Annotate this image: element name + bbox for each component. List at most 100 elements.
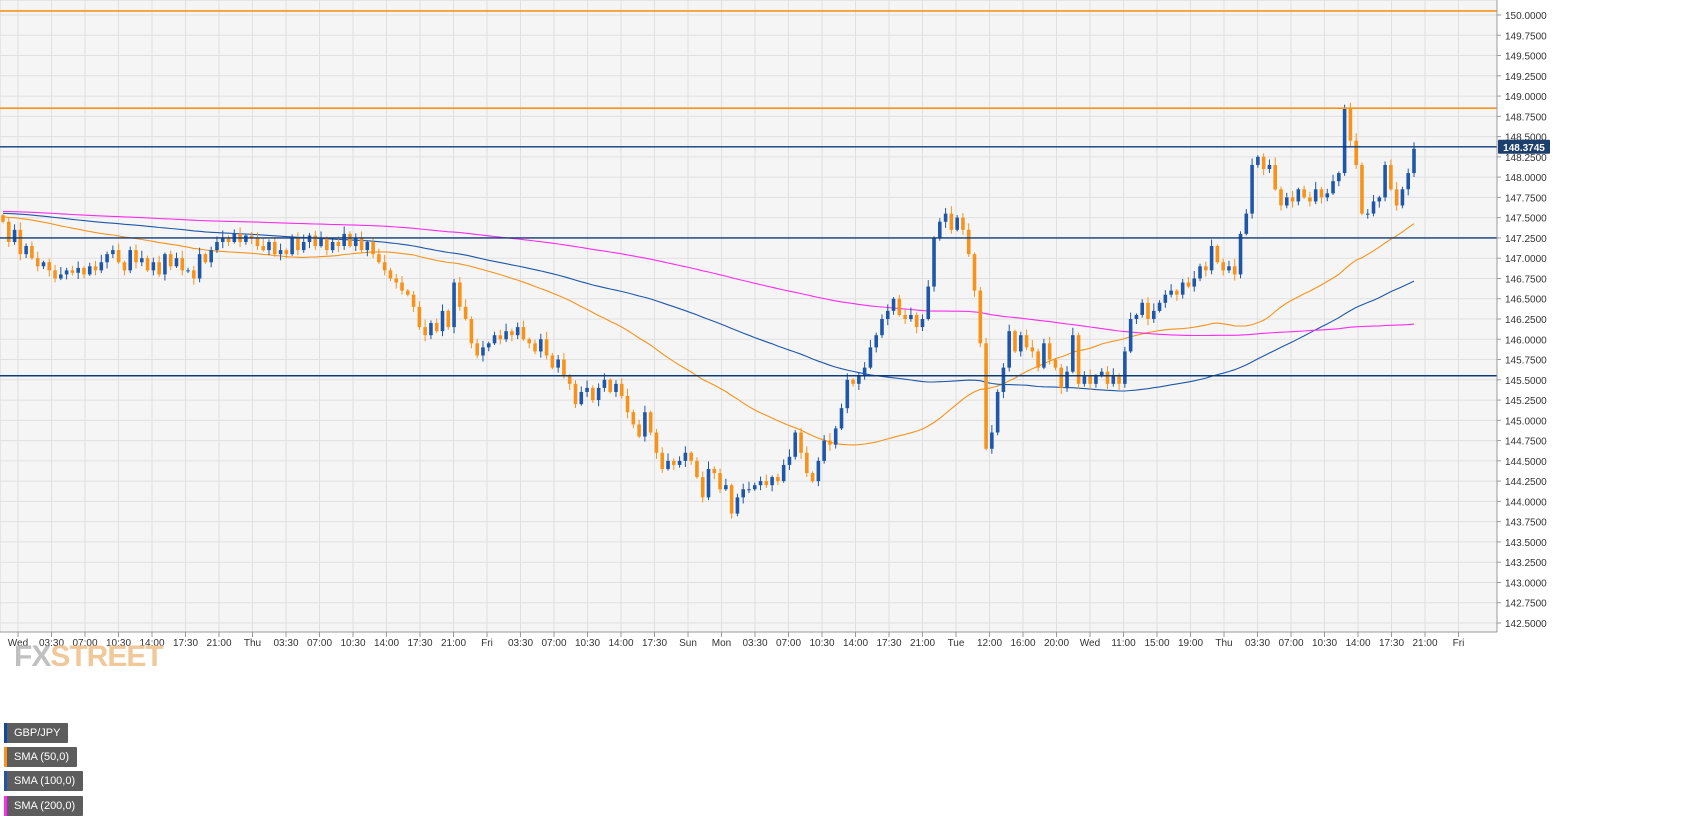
candle-body bbox=[203, 254, 208, 263]
candle-body bbox=[1238, 233, 1243, 275]
candle-body bbox=[1308, 197, 1312, 202]
candle-body bbox=[776, 477, 780, 482]
candle-body bbox=[1244, 213, 1249, 234]
candle-body bbox=[1105, 371, 1110, 384]
candle-body bbox=[1013, 331, 1017, 352]
candle-body bbox=[342, 233, 346, 247]
candle-body bbox=[1180, 282, 1185, 295]
x-tick-label: 17:30 bbox=[1379, 638, 1404, 649]
candle-body bbox=[1337, 173, 1341, 182]
candle-body bbox=[336, 241, 341, 247]
candle-body bbox=[1140, 302, 1145, 315]
candle-body bbox=[1365, 213, 1370, 215]
candle-body bbox=[1261, 156, 1266, 170]
candle-body bbox=[1394, 189, 1399, 206]
candle-body bbox=[1400, 189, 1405, 206]
candle-body bbox=[724, 485, 728, 490]
legend-item-sma-100[interactable]: SMA (100,0) bbox=[4, 771, 84, 791]
candle-body bbox=[770, 477, 774, 486]
candle-body bbox=[244, 235, 248, 242]
x-tick-label: Wed bbox=[8, 638, 28, 649]
candle-body bbox=[1198, 266, 1202, 279]
candle-body bbox=[87, 266, 92, 275]
candle-body bbox=[1319, 189, 1324, 198]
legend-item-sma-200[interactable]: SMA (200,0) bbox=[4, 796, 84, 816]
x-tick-label: 17:30 bbox=[407, 638, 432, 649]
candles bbox=[1, 102, 1416, 519]
x-tick-label: 17:30 bbox=[173, 638, 198, 649]
legend-item-gbpjpy[interactable]: GBP/JPY bbox=[4, 723, 69, 743]
candle-body bbox=[972, 254, 977, 291]
candle-body bbox=[122, 262, 127, 271]
candle-body bbox=[857, 375, 861, 384]
x-tick-label: 10:30 bbox=[106, 638, 131, 649]
candle-body bbox=[1018, 335, 1023, 352]
candle-body bbox=[128, 250, 133, 271]
candle-body bbox=[1279, 189, 1283, 206]
candle-body bbox=[1204, 266, 1208, 271]
candle-body bbox=[452, 282, 456, 328]
candle-body bbox=[180, 258, 185, 271]
x-tick-label: Wed bbox=[1080, 638, 1100, 649]
x-tick-label: Fri bbox=[1453, 638, 1465, 649]
candle-body bbox=[53, 270, 57, 279]
candle-body bbox=[562, 359, 566, 376]
candle-body bbox=[995, 391, 1000, 433]
candle-body bbox=[1059, 367, 1064, 388]
candle-body bbox=[1134, 314, 1139, 319]
candle-body bbox=[585, 387, 589, 392]
candle-body bbox=[660, 452, 665, 469]
x-tick-label: Tue bbox=[948, 638, 965, 649]
x-tick-label: 03:30 bbox=[742, 638, 767, 649]
candle-body bbox=[799, 432, 803, 453]
candle-body bbox=[12, 229, 17, 242]
y-tick-label: 143.2500 bbox=[1505, 558, 1547, 569]
candle-body bbox=[458, 282, 462, 307]
candle-body bbox=[1250, 164, 1254, 214]
x-tick-label: 10:30 bbox=[809, 638, 834, 649]
y-tick-label: 146.0000 bbox=[1505, 335, 1547, 346]
candle-body bbox=[492, 335, 497, 344]
candle-body bbox=[1371, 201, 1376, 214]
current-price-label: 148.3745 bbox=[1503, 143, 1545, 154]
x-tick-label: 12:00 bbox=[977, 638, 1002, 649]
candle-body bbox=[909, 314, 913, 319]
candle-body bbox=[99, 262, 104, 271]
candle-body bbox=[93, 266, 98, 271]
candle-body bbox=[637, 424, 641, 437]
candle-body bbox=[926, 286, 931, 319]
y-tick-label: 149.5000 bbox=[1505, 52, 1547, 63]
candle-body bbox=[764, 481, 769, 486]
x-tick-label: 11:00 bbox=[1111, 638, 1136, 649]
candle-body bbox=[278, 250, 283, 255]
candle-body bbox=[1227, 266, 1231, 271]
candle-body bbox=[307, 235, 312, 242]
candle-body bbox=[712, 468, 717, 474]
candle-body bbox=[1036, 351, 1040, 368]
x-tick-label: 17:30 bbox=[642, 638, 667, 649]
candle-body bbox=[1024, 335, 1029, 348]
x-tick-label: Sun bbox=[679, 638, 697, 649]
candle-body bbox=[1088, 375, 1092, 384]
candle-body bbox=[510, 331, 514, 336]
x-tick-label: 07:00 bbox=[307, 638, 332, 649]
x-tick-label: 21:00 bbox=[441, 638, 466, 649]
candle-body bbox=[579, 391, 584, 405]
x-tick-label: 07:00 bbox=[776, 638, 801, 649]
candle-body bbox=[747, 489, 751, 491]
candle-body bbox=[139, 258, 144, 263]
candle-body bbox=[255, 237, 260, 247]
candle-body bbox=[862, 367, 867, 376]
x-tick-label: 03:30 bbox=[39, 638, 64, 649]
candle-body bbox=[868, 347, 873, 368]
candle-body bbox=[822, 440, 826, 461]
candle-body bbox=[157, 262, 161, 275]
candle-body bbox=[978, 290, 983, 344]
x-tick-label: 20:00 bbox=[1044, 638, 1069, 649]
legend-item-sma-50[interactable]: SMA (50,0) bbox=[4, 747, 78, 767]
candle-body bbox=[348, 233, 352, 247]
candle-body bbox=[700, 477, 705, 498]
y-tick-label: 143.0000 bbox=[1505, 578, 1547, 589]
candle-body bbox=[961, 217, 965, 230]
candle-body bbox=[1221, 262, 1225, 271]
